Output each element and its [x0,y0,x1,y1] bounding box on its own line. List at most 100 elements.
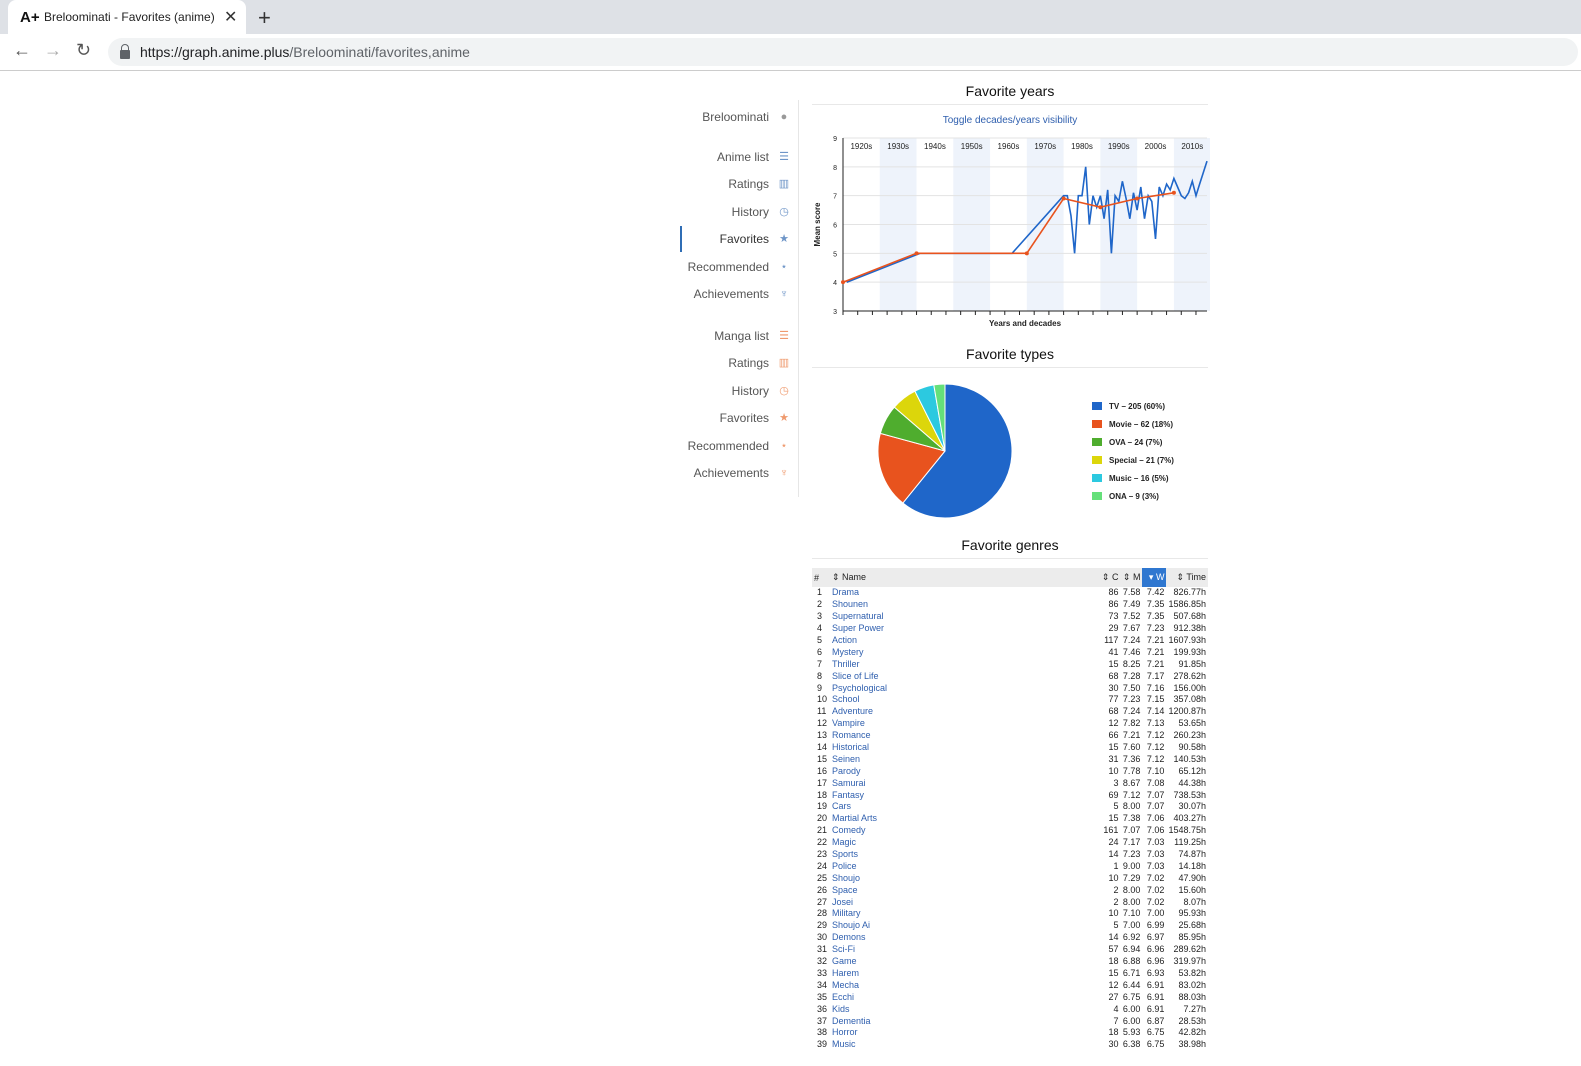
genre-name-cell[interactable]: Game [830,956,1098,968]
genre-name-cell[interactable]: Parody [830,765,1098,777]
genre-link[interactable]: Kids [832,1003,850,1014]
genre-link[interactable]: Shoujo [832,872,861,883]
genre-name-cell[interactable]: Police [830,860,1098,872]
genre-link[interactable]: Romance [832,730,871,741]
genre-name-cell[interactable]: Shoujo Ai [830,920,1098,932]
sidebar-item-anime-history[interactable]: History ◷ [732,199,798,225]
genre-link[interactable]: Sports [832,849,859,860]
sidebar-item-manga-manga-list[interactable]: Manga list ☰ [714,323,798,349]
genre-link[interactable]: Mystery [832,646,864,657]
genre-name-cell[interactable]: Dementia [830,1015,1098,1027]
genre-name-cell[interactable]: Kids [830,1003,1098,1015]
address-bar[interactable]: https://graph.anime.plus/Breloominati/fa… [108,38,1578,66]
genre-link[interactable]: Samurai [832,777,866,788]
genre-name-cell[interactable]: Drama [830,587,1098,599]
legend-item[interactable]: ONA – 9 (3%) [1092,487,1174,505]
genre-name-cell[interactable]: Adventure [830,706,1098,718]
genre-name-cell[interactable]: Super Power [830,623,1098,635]
genre-link[interactable]: Dementia [832,1015,871,1026]
sidebar-item-manga-history[interactable]: History ◷ [732,378,798,404]
genre-name-cell[interactable]: Sci-Fi [830,944,1098,956]
col-weighted[interactable]: ▾ W [1142,568,1167,587]
genre-link[interactable]: Magic [832,837,857,848]
col-rank[interactable]: # [812,568,830,587]
genre-name-cell[interactable]: Music [830,1039,1098,1051]
toggle-decades-link[interactable]: Toggle decades/years visibility [942,115,1078,126]
genre-name-cell[interactable]: Magic [830,837,1098,849]
genre-name-cell[interactable]: Seinen [830,753,1098,765]
genre-name-cell[interactable]: Martial Arts [830,813,1098,825]
genre-link[interactable]: Police [832,860,857,871]
genre-name-cell[interactable]: Harem [830,968,1098,980]
sidebar-item-manga-achievements[interactable]: Achievements ♆ [694,460,798,486]
legend-item[interactable]: OVA – 24 (7%) [1092,433,1174,451]
reload-icon[interactable]: ↻ [76,40,92,60]
genre-link[interactable]: Comedy [832,825,866,836]
genre-link[interactable]: Music [832,1039,856,1050]
genre-link[interactable]: Ecchi [832,991,855,1002]
sidebar-item-anime-achievements[interactable]: Achievements ♆ [694,281,798,307]
genre-link[interactable]: Drama [832,587,860,598]
genre-name-cell[interactable]: School [830,694,1098,706]
close-icon[interactable]: ✕ [224,9,238,26]
genre-link[interactable]: Josei [832,896,854,907]
genre-name-cell[interactable]: Comedy [830,825,1098,837]
legend-item[interactable]: TV – 205 (60%) [1092,397,1174,415]
genre-link[interactable]: Cars [832,801,852,812]
genre-name-cell[interactable]: Thriller [830,658,1098,670]
genre-name-cell[interactable]: Space [830,884,1098,896]
genre-name-cell[interactable]: Mecha [830,979,1098,991]
genre-name-cell[interactable]: Horror [830,1027,1098,1039]
col-time[interactable]: ⇕ Time [1166,568,1208,587]
pie-slice[interactable] [902,383,1013,519]
genre-name-cell[interactable]: Shoujo [830,872,1098,884]
sidebar-user[interactable]: Breloominati ● [702,104,798,130]
genre-name-cell[interactable]: Fantasy [830,789,1098,801]
genre-link[interactable]: Fantasy [832,789,865,800]
genre-link[interactable]: Martial Arts [832,813,878,824]
genre-link[interactable]: Historical [832,742,870,753]
genre-name-cell[interactable]: Shounen [830,599,1098,611]
genre-name-cell[interactable]: Cars [830,801,1098,813]
genre-link[interactable]: Shounen [832,599,869,610]
genre-name-cell[interactable]: Psychological [830,682,1098,694]
pie-slice[interactable] [933,383,946,452]
genre-name-cell[interactable]: Military [830,908,1098,920]
genre-link[interactable]: Supernatural [832,611,884,622]
genre-name-cell[interactable]: Slice of Life [830,670,1098,682]
genre-link[interactable]: Game [832,956,857,967]
genre-link[interactable]: Seinen [832,753,861,764]
genre-name-cell[interactable]: Supernatural [830,611,1098,623]
new-tab-icon[interactable]: + [258,5,271,30]
genre-link[interactable]: Space [832,884,858,895]
genre-name-cell[interactable]: Mystery [830,646,1098,658]
sidebar-item-anime-recommended[interactable]: Recommended ⋆ [688,254,798,280]
genre-name-cell[interactable]: Ecchi [830,991,1098,1003]
genre-link[interactable]: Parody [832,765,861,776]
sidebar-item-manga-ratings[interactable]: Ratings ▥ [728,350,798,376]
genre-name-cell[interactable]: Josei [830,896,1098,908]
genre-link[interactable]: Military [832,908,861,919]
genre-link[interactable]: Adventure [832,706,874,717]
genre-name-cell[interactable]: Vampire [830,718,1098,730]
forward-icon[interactable]: → [44,40,62,60]
genre-link[interactable]: Horror [832,1027,858,1038]
back-icon[interactable]: ← [13,40,31,60]
genre-name-cell[interactable]: Action [830,635,1098,647]
genre-name-cell[interactable]: Sports [830,849,1098,861]
legend-item[interactable]: Music – 16 (5%) [1092,469,1174,487]
legend-item[interactable]: Movie – 62 (18%) [1092,415,1174,433]
genre-link[interactable]: Psychological [832,682,888,693]
sidebar-item-manga-favorites[interactable]: Favorites ★ [720,405,798,431]
genre-link[interactable]: Shoujo Ai [832,920,871,931]
genre-name-cell[interactable]: Historical [830,742,1098,754]
genre-link[interactable]: Thriller [832,658,860,669]
genre-link[interactable]: Mecha [832,979,860,990]
genre-link[interactable]: Sci-Fi [832,944,855,955]
pie-slice[interactable] [877,432,946,504]
col-mean[interactable]: ⇕ M [1120,568,1143,587]
genre-link[interactable]: School [832,694,860,705]
browser-tab[interactable]: A+ Breloominati - Favorites (anime) ✕ [8,0,246,34]
genre-link[interactable]: Slice of Life [832,670,879,681]
sidebar-item-manga-recommended[interactable]: Recommended ⋆ [688,433,798,459]
